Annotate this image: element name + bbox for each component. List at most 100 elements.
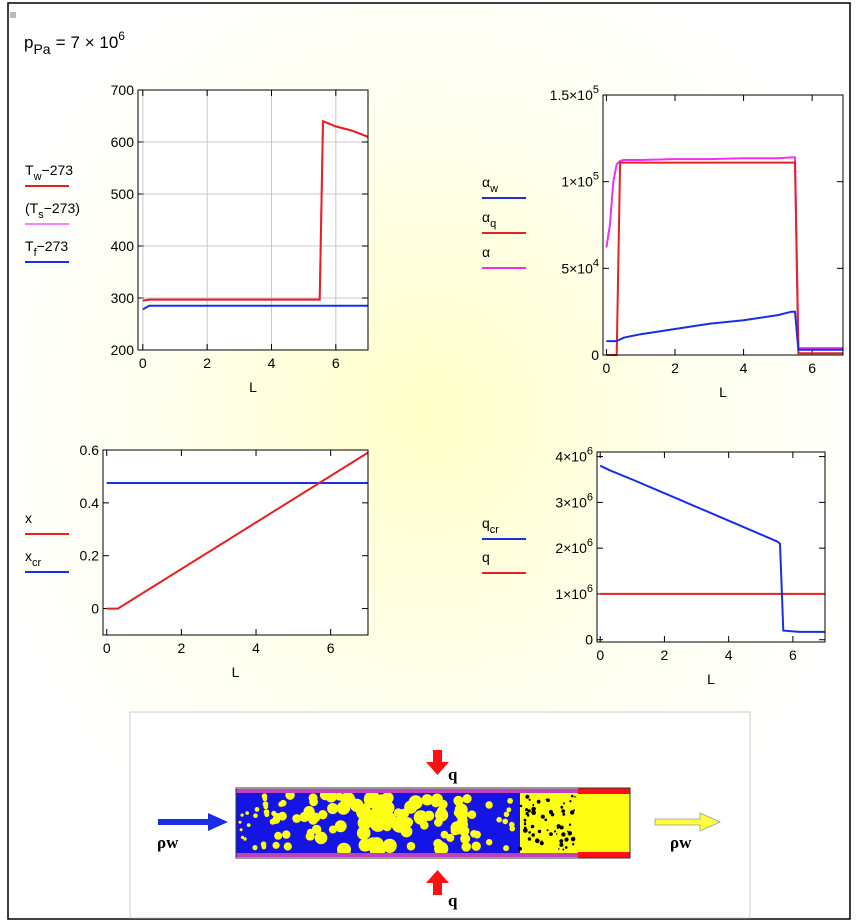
droplet <box>572 843 575 846</box>
bubble <box>486 839 493 846</box>
y-tick-label: 5×104 <box>561 257 599 276</box>
droplet <box>519 804 523 808</box>
bubble <box>421 794 433 806</box>
bubble <box>261 844 267 850</box>
bubble <box>438 799 448 810</box>
x-tick-label: 2 <box>661 647 669 663</box>
legend-label: Tf−273 <box>25 238 68 259</box>
x-axis-label: L <box>249 379 257 395</box>
droplet <box>531 806 536 812</box>
bubble <box>311 824 322 835</box>
bubble <box>460 833 471 844</box>
text-part: q <box>482 515 490 531</box>
text-part: 1×10 <box>555 586 587 602</box>
bubble <box>356 805 372 820</box>
y-tick-label: 0.2 <box>80 548 100 564</box>
bubble <box>240 835 245 840</box>
bubble <box>382 838 397 853</box>
y-tick-label: 500 <box>111 186 135 202</box>
bubble <box>435 808 449 822</box>
legend-label: x <box>25 510 32 526</box>
droplet <box>528 831 531 834</box>
bubble <box>279 799 287 807</box>
bubble <box>467 810 477 819</box>
droplet <box>564 846 568 849</box>
droplet <box>559 842 564 847</box>
droplet <box>558 848 560 850</box>
bubble <box>393 808 403 817</box>
droplet <box>573 809 575 812</box>
droplet <box>545 798 548 801</box>
bubble <box>372 801 387 817</box>
bubble <box>509 825 516 832</box>
droplet <box>570 794 574 798</box>
script: f <box>34 247 38 259</box>
series-line <box>142 119 369 302</box>
bubble <box>503 845 510 852</box>
y-tick-label: 400 <box>111 238 135 254</box>
droplet <box>532 804 535 806</box>
script: q <box>490 218 496 230</box>
bubble <box>254 807 260 812</box>
outlet-arrow <box>654 812 721 832</box>
x-tick-label: 2 <box>671 360 679 376</box>
y-tick-label: 0 <box>585 632 593 648</box>
droplet <box>562 813 566 816</box>
vapor-region <box>520 790 630 856</box>
x-tick-label: 2 <box>203 355 211 371</box>
y-tick-label: 300 <box>111 290 135 306</box>
bubble <box>507 798 513 804</box>
heat-flux-label: q <box>448 765 458 784</box>
droplet <box>537 829 542 834</box>
heat-arrow <box>426 870 449 895</box>
text-part: α <box>482 209 490 225</box>
script: w <box>489 183 498 195</box>
bubble <box>471 841 481 851</box>
bubble <box>238 820 242 824</box>
y-tick-label: 0.6 <box>80 442 100 458</box>
droplet <box>561 832 566 837</box>
text-part: 1.5×10 <box>550 87 593 103</box>
operator: = <box>56 33 66 52</box>
bubble <box>335 792 344 801</box>
legend-label: α <box>482 244 490 260</box>
y-tick-label: 1×105 <box>561 171 599 190</box>
text-part: q <box>482 549 490 565</box>
droplet <box>562 848 565 851</box>
bubble <box>358 838 372 852</box>
legend-label: (Ts−273) <box>25 200 80 221</box>
y-tick-label: 0 <box>591 347 599 363</box>
droplet <box>544 818 548 822</box>
x-tick-label: 4 <box>740 360 748 376</box>
droplet <box>569 800 572 803</box>
bubble <box>404 800 418 814</box>
mantissa: 7 × 10 <box>71 33 119 52</box>
droplet <box>527 809 531 813</box>
x-tick-label: 0 <box>139 355 147 371</box>
plot-area <box>603 95 843 355</box>
bubble <box>318 810 328 820</box>
droplet <box>518 847 522 851</box>
bubble <box>457 819 469 830</box>
tube <box>235 787 631 859</box>
text-part: −273) <box>44 200 80 216</box>
script: 6 <box>587 446 593 458</box>
plot-area <box>138 90 368 350</box>
script: 6 <box>587 537 593 549</box>
bubble <box>434 841 449 856</box>
bubble <box>534 818 538 822</box>
inlet-arrow <box>158 813 228 831</box>
droplet <box>527 837 532 841</box>
script: 5 <box>593 84 599 96</box>
droplet <box>561 809 566 813</box>
y-tick-label: 1.5×105 <box>550 84 599 103</box>
bubble <box>252 845 258 851</box>
bubble <box>420 821 429 830</box>
bubble <box>309 797 318 807</box>
y-tick-label: 4×106 <box>555 446 593 465</box>
bubble <box>292 814 302 823</box>
